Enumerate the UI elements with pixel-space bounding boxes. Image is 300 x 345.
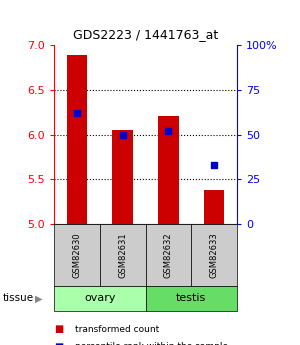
Text: ■: ■ — [54, 325, 63, 334]
Bar — [158, 116, 179, 224]
Text: ■: ■ — [54, 342, 63, 345]
Bar — [54, 286, 146, 310]
Bar — [100, 224, 146, 286]
Bar — [204, 190, 224, 224]
Title: GDS2223 / 1441763_at: GDS2223 / 1441763_at — [73, 28, 218, 41]
Text: GSM82633: GSM82633 — [210, 233, 219, 278]
Text: ovary: ovary — [84, 294, 116, 303]
Bar — [54, 224, 100, 286]
Bar — [67, 55, 87, 224]
Bar — [112, 130, 133, 224]
Text: testis: testis — [176, 294, 206, 303]
Text: tissue: tissue — [3, 294, 34, 303]
Text: transformed count: transformed count — [75, 325, 159, 334]
Text: GSM82631: GSM82631 — [118, 233, 127, 278]
Bar — [191, 224, 237, 286]
Bar — [146, 286, 237, 310]
Text: GSM82630: GSM82630 — [72, 233, 81, 278]
Text: percentile rank within the sample: percentile rank within the sample — [75, 342, 228, 345]
Bar — [146, 224, 191, 286]
Text: GSM82632: GSM82632 — [164, 233, 173, 278]
Text: ▶: ▶ — [35, 294, 43, 303]
